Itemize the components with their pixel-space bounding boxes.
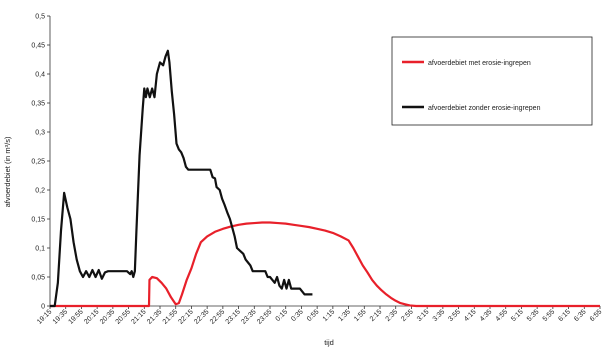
y-tick-label: 0,5: [35, 14, 45, 21]
x-tick-label: 6:55: [589, 308, 602, 323]
x-tick-label: 1:55: [353, 308, 368, 323]
x-tick-label: 5:35: [526, 308, 541, 323]
y-tick-label: 0,45: [31, 43, 45, 50]
x-tick-label: 0:35: [290, 308, 305, 323]
x-tick-label: 5:55: [542, 308, 557, 323]
x-tick-label: 2:15: [369, 308, 384, 323]
x-tick-label: 21:15: [130, 308, 147, 325]
x-tick-label: 1:15: [322, 308, 337, 323]
x-tick-label: 3:55: [447, 308, 462, 323]
x-tick-label: 19:35: [52, 308, 69, 325]
x-tick-label: 4:35: [479, 308, 494, 323]
x-tick-label: 0:55: [306, 308, 321, 323]
x-tick-label: 2:55: [400, 308, 415, 323]
y-tick-label: 0,05: [31, 275, 45, 282]
x-tick-label: 20:35: [99, 308, 116, 325]
x-tick-label: 22:15: [177, 308, 194, 325]
x-tick-label: 5:15: [510, 308, 525, 323]
legend-label-zonder-erosie-ingrepen: afvoerdebiet zonder erosie-ingrepen: [428, 105, 541, 112]
series-line-met-erosie-ingrepen: [50, 221, 600, 308]
x-tick-label: 23:55: [256, 308, 273, 325]
x-tick-label: 21:35: [146, 308, 163, 325]
x-tick-label: 6:15: [557, 308, 572, 323]
x-axis: 19:1519:3519:5520:1520:3520:5521:1521:35…: [36, 305, 602, 326]
x-tick-label: 23:35: [240, 308, 257, 325]
legend-box: [391, 36, 593, 126]
y-tick-label: 0,2: [35, 188, 45, 195]
y-tick-label: 0,35: [31, 101, 45, 108]
series-line-zonder-erosie-ingrepen: [50, 49, 313, 308]
series-layer: [50, 49, 600, 308]
x-tick-label: 22:35: [193, 308, 210, 325]
x-tick-label: 0:15: [275, 308, 290, 323]
x-tick-label: 21:55: [162, 308, 179, 325]
y-axis: 0 0,05 0,1 0,15 0,2 0,25 0,3 0,35 0,4 0,45 0,5: [31, 14, 51, 311]
x-tick-label: 3:15: [416, 308, 431, 323]
y-tick-label: 0,1: [35, 246, 45, 253]
y-tick-label: 0,4: [35, 72, 45, 79]
y-tick-label: 0,3: [35, 130, 45, 137]
y-tick-label: 0,15: [31, 217, 45, 224]
x-tick-label: 3:35: [432, 308, 447, 323]
x-tick-label: 22:55: [209, 308, 226, 325]
x-axis-title: tijd: [324, 338, 334, 347]
x-tick-label: 19:55: [67, 308, 84, 325]
x-tick-label: 23:15: [225, 308, 242, 325]
x-tick-label: 1:35: [337, 308, 352, 323]
x-tick-label: 2:35: [385, 308, 400, 323]
x-tick-label: 20:55: [115, 308, 132, 325]
x-tick-label: 6:35: [573, 308, 588, 323]
x-tick-label: 19:15: [36, 308, 53, 325]
x-tick-label: 4:15: [463, 308, 478, 323]
legend: afvoerdebiet met erosie-ingrepen afvoerd…: [391, 36, 593, 126]
x-tick-label: 20:15: [83, 308, 100, 325]
y-tick-label: 0: [41, 304, 45, 311]
y-tick-label: 0,25: [31, 159, 45, 166]
legend-label-met-erosie-ingrepen: afvoerdebiet met erosie-ingrepen: [428, 60, 531, 67]
y-axis-title: afvoerdebiet (in m³/s): [3, 136, 12, 207]
x-tick-label: 4:55: [495, 308, 510, 323]
